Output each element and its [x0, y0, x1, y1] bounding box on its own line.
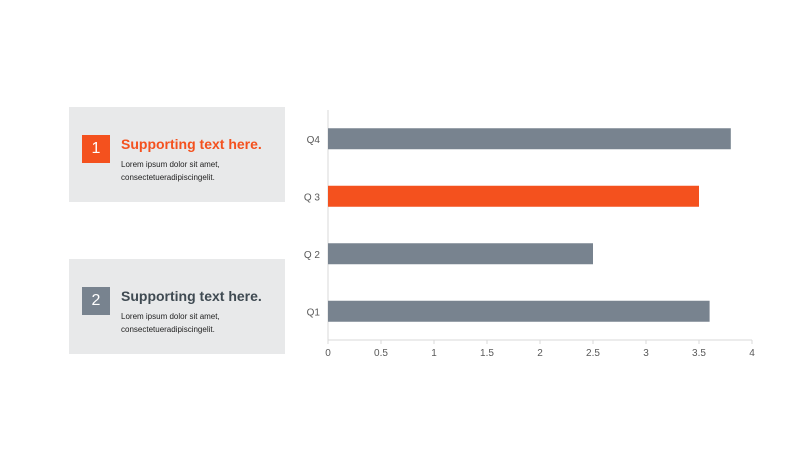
card-body-1-line-1: Lorem ipsum dolor sit amet,: [121, 160, 220, 169]
bar-q1: [328, 300, 710, 322]
bar-q4: [328, 128, 731, 150]
card-body-2-line-1: Lorem ipsum dolor sit amet,: [121, 312, 220, 321]
x-tick-label: 1: [431, 348, 437, 359]
card-title-2: Supporting text here.: [121, 288, 262, 304]
card-body-2-line-2: consectetueradipiscingelit.: [121, 325, 215, 334]
y-tick-label: Q 2: [304, 250, 321, 261]
x-tick-label: 4: [749, 348, 755, 359]
number-badge-2: 2: [82, 287, 110, 315]
y-tick-label: Q 3: [304, 192, 321, 203]
y-tick-label: Q1: [307, 307, 321, 318]
x-tick-label: 2: [537, 348, 543, 359]
bar-q2: [328, 243, 593, 265]
card-body-1-line-2: consectetueradipiscingelit.: [121, 173, 215, 182]
x-tick-label: 3.5: [692, 348, 706, 359]
x-tick-label: 3: [643, 348, 649, 359]
card-body-2: Lorem ipsum dolor sit amet, consectetuer…: [121, 310, 220, 336]
supporting-card-1: 1 Supporting text here. Lorem ipsum dolo…: [69, 107, 285, 202]
supporting-card-2: 2 Supporting text here. Lorem ipsum dolo…: [69, 259, 285, 354]
x-tick-label: 0.5: [374, 348, 388, 359]
bar-q3: [328, 185, 699, 207]
card-body-1: Lorem ipsum dolor sit amet, consectetuer…: [121, 158, 220, 184]
x-tick-label: 0: [325, 348, 331, 359]
number-badge-1: 1: [82, 135, 110, 163]
x-tick-label: 1.5: [480, 348, 494, 359]
x-tick-label: 2.5: [586, 348, 600, 359]
y-tick-label: Q4: [307, 135, 321, 146]
card-title-1: Supporting text here.: [121, 136, 262, 152]
